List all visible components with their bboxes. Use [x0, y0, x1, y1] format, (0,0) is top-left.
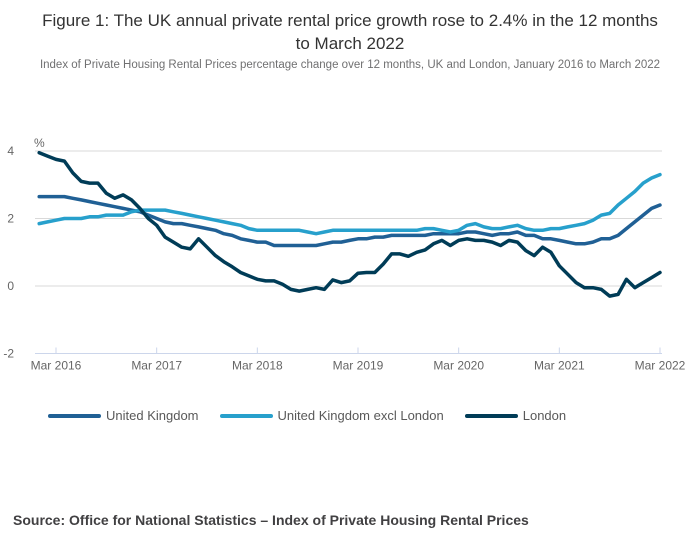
y-axis-label: 0	[7, 279, 14, 293]
x-axis-label: Mar 2016	[31, 359, 82, 373]
legend-line-swatch-united-kingdom	[48, 413, 101, 418]
line-london	[37, 150, 662, 298]
legend-line-swatch-london	[464, 413, 518, 418]
legend-item-london[interactable]: London	[464, 408, 567, 423]
x-axis-label: Mar 2018	[232, 359, 283, 373]
line-united-kingdom	[37, 194, 662, 248]
legend-item-united-kingdom[interactable]: United Kingdom	[48, 408, 199, 423]
x-axis-label: Mar 2020	[433, 359, 484, 373]
legend: United Kingdom United Kingdom excl London…	[48, 408, 566, 423]
y-axis-label: 2	[7, 212, 14, 226]
line-chart: Mar 2016 Mar 2017 Mar 2018 Mar 2019 Mar 2020…	[3, 136, 686, 373]
x-axis-label: Mar 2021	[534, 359, 585, 373]
y-axis-label: 4	[7, 144, 14, 158]
legend-label-united-kingdom: United Kingdom	[106, 408, 199, 423]
x-axis-label: Mar 2022	[635, 359, 686, 373]
source-note: Source: Office for National Statistics –…	[13, 512, 529, 528]
x-axis-label: Mar 2017	[131, 359, 182, 373]
figure-subtitle: Index of Private Housing Rental Prices p…	[39, 59, 661, 71]
y-axis-label: -2	[3, 347, 14, 361]
legend-label-london: London	[522, 408, 567, 423]
legend-label-united-kingdom-excl-london: United Kingdom excl London	[277, 408, 444, 423]
figure-title: Figure 1: The UK annual private rental p…	[42, 11, 658, 53]
legend-item-united-kingdom-excl-london[interactable]: United Kingdom excl London	[219, 408, 444, 423]
y-axis-unit-label: %	[34, 136, 45, 150]
legend-line-swatch-united-kingdom-excl-london	[219, 413, 273, 418]
line-united-kingdom-excl-london	[37, 172, 662, 236]
x-axis-label: Mar 2019	[333, 359, 384, 373]
